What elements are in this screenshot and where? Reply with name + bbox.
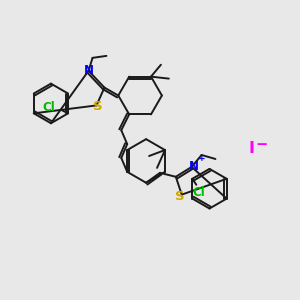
Text: I: I (248, 140, 254, 155)
Text: N: N (84, 64, 94, 77)
Text: S: S (175, 190, 184, 203)
Text: N: N (189, 160, 199, 173)
Text: Cl: Cl (192, 186, 205, 199)
Text: S: S (93, 100, 102, 113)
Text: +: + (198, 154, 206, 164)
Text: −: − (256, 136, 268, 152)
Text: Cl: Cl (43, 101, 55, 114)
